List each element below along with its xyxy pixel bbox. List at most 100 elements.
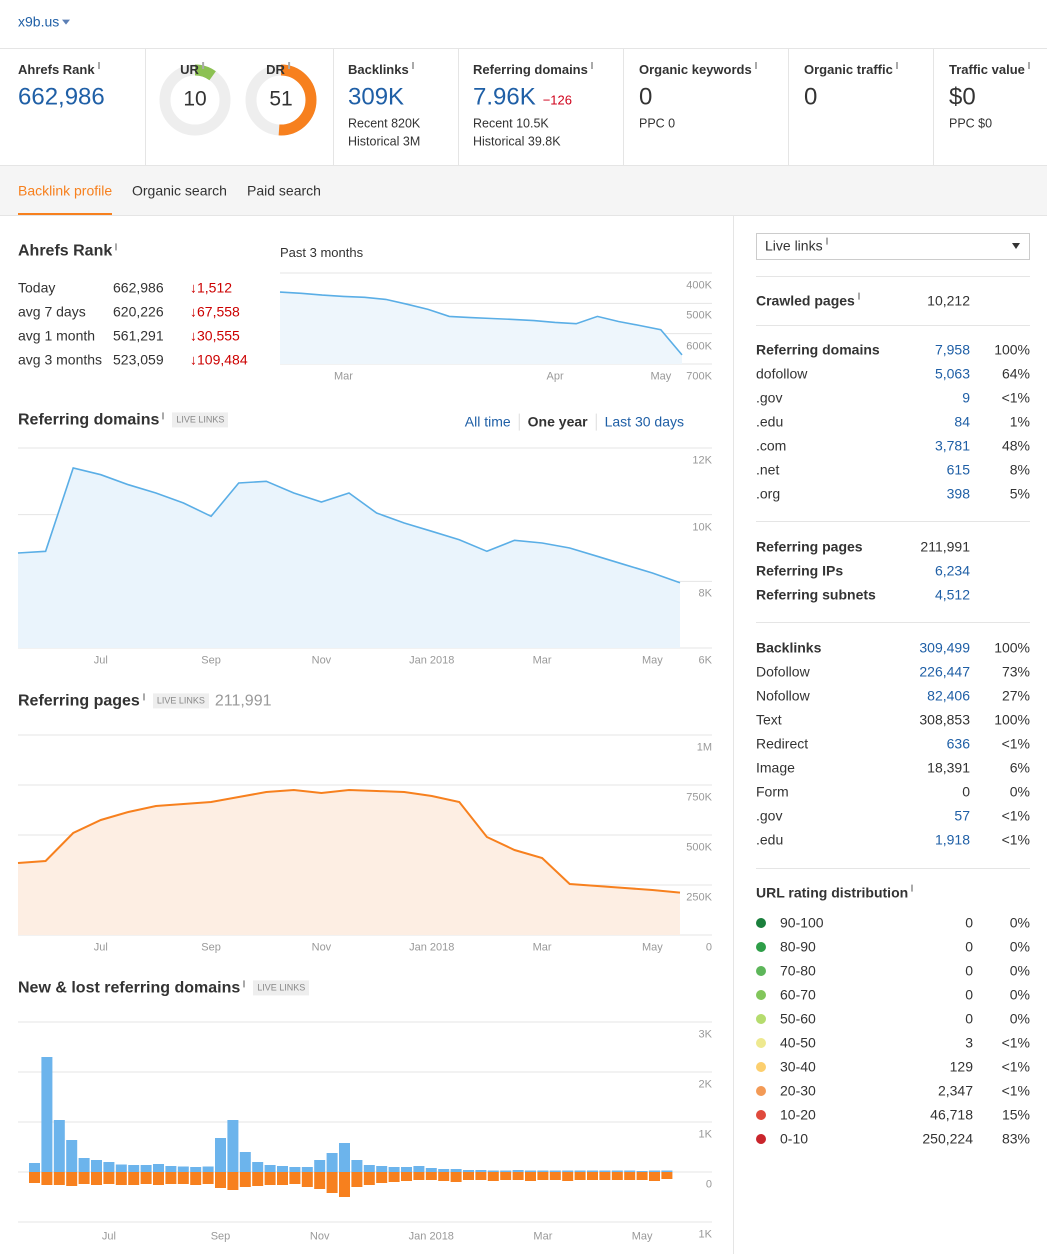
bar [301, 1167, 313, 1172]
rating-value: 129 [949, 1058, 973, 1075]
rating-dot [756, 1014, 766, 1024]
url-rating-title-text: URL rating distribution [756, 884, 909, 901]
y-tick-label: 10K [692, 521, 712, 534]
rank-label: Today [18, 279, 56, 296]
metric-value: 0 [804, 83, 818, 111]
metric-detail: PPC $0 [949, 116, 993, 131]
stat-value[interactable]: 1,918 [934, 831, 970, 848]
rank-value: 523,059 [113, 351, 164, 368]
x-tick-label: Jul [93, 941, 108, 954]
bar [190, 1172, 202, 1185]
bar [450, 1172, 462, 1182]
bar [611, 1170, 623, 1172]
rank-label: avg 3 months [18, 351, 103, 368]
x-tick-label: Sep [201, 941, 221, 954]
rating-share: <1% [1001, 1082, 1030, 1099]
bar [165, 1172, 177, 1184]
bar [264, 1165, 276, 1172]
x-tick-label: Jul [101, 1230, 116, 1243]
bar [463, 1172, 474, 1180]
metric-divider [933, 48, 934, 165]
rating-label: 80-90 [780, 938, 816, 955]
stat-value[interactable]: 84 [954, 413, 970, 430]
bar [661, 1170, 673, 1172]
metric-label: Organic traffic [804, 62, 904, 78]
stat-label: .edu [756, 413, 784, 430]
bar [177, 1166, 189, 1172]
stat-value[interactable]: 309,499 [919, 639, 970, 656]
stat-value[interactable]: 636 [946, 735, 970, 752]
x-tick-label: Nov [311, 654, 332, 667]
bar [463, 1170, 474, 1172]
tab[interactable]: Paid search [247, 182, 321, 199]
rating-value: 0 [965, 938, 973, 955]
site-selector[interactable]: x9b.us [18, 14, 71, 31]
rating-label: 0-10 [780, 1130, 809, 1147]
bar [140, 1165, 152, 1172]
bar [103, 1162, 115, 1172]
bar [264, 1172, 276, 1185]
range-option[interactable]: One year [518, 413, 596, 431]
stat-share: 100% [994, 711, 1030, 728]
bar [227, 1172, 239, 1190]
stat-value[interactable]: 57 [954, 807, 970, 824]
metric-divider [145, 48, 146, 165]
stat-value[interactable]: 5,063 [934, 365, 970, 382]
bar [29, 1172, 40, 1183]
stat-label-row: dofollow [756, 366, 807, 383]
rating-dot [756, 1038, 766, 1048]
rank-change: ↓67,558 [190, 303, 240, 320]
stat-label-row: Redirect [756, 736, 808, 753]
stat-share: <1% [1001, 807, 1030, 824]
metric-detail: Historical 39.8K [473, 134, 561, 149]
bar [661, 1172, 673, 1179]
tab[interactable]: Organic search [132, 182, 227, 199]
bar [500, 1172, 512, 1180]
stat-label: Dofollow [756, 663, 810, 680]
stat-value[interactable]: 82,406 [927, 687, 970, 704]
gauge-value: 51 [269, 87, 293, 111]
rating-share: 0% [1009, 914, 1030, 931]
stat-share: 8% [1009, 461, 1030, 478]
rating-value: 0 [965, 986, 973, 1003]
rating-dot [756, 942, 766, 952]
stat-value[interactable]: 6,234 [934, 562, 970, 579]
tab[interactable]: Backlink profile [18, 182, 113, 199]
rating-share: 0% [1009, 962, 1030, 979]
bar [624, 1170, 636, 1172]
bar [53, 1120, 65, 1172]
bar [413, 1166, 425, 1172]
rating-value: 0 [965, 962, 973, 979]
stat-value[interactable]: 3,781 [934, 437, 970, 454]
stat-value[interactable]: 7,958 [934, 341, 970, 358]
info-icon [243, 980, 246, 987]
rating-dot [756, 966, 766, 976]
range-option[interactable]: Last 30 days [595, 413, 692, 431]
stat-value[interactable]: 615 [946, 461, 970, 478]
bar [91, 1160, 102, 1172]
line [279, 291, 683, 356]
rank-value: 662,986 [113, 279, 164, 296]
metric-detail: PPC 0 [639, 116, 676, 131]
y-tick-label: 600K [686, 340, 712, 353]
range-option[interactable]: All time [464, 413, 511, 430]
bar [587, 1172, 598, 1180]
bar [202, 1172, 214, 1184]
rating-share: 15% [1001, 1106, 1030, 1123]
panel-separator [756, 521, 1030, 522]
stat-value: 308,853 [919, 711, 970, 728]
metric-value: 662,986 [18, 83, 105, 111]
stat-value[interactable]: 4,512 [934, 586, 970, 603]
bar [227, 1120, 239, 1172]
stat-value[interactable]: 398 [946, 485, 970, 502]
filter-dropdown[interactable] [756, 233, 1030, 260]
bar [549, 1170, 561, 1172]
stat-value[interactable]: 226,447 [919, 663, 970, 680]
stat-value[interactable]: 9 [962, 389, 970, 406]
bar [103, 1172, 115, 1184]
bar [301, 1172, 313, 1187]
bar [438, 1172, 450, 1181]
stat-label-row: .gov [756, 390, 782, 407]
tab-bar [0, 165, 1047, 216]
